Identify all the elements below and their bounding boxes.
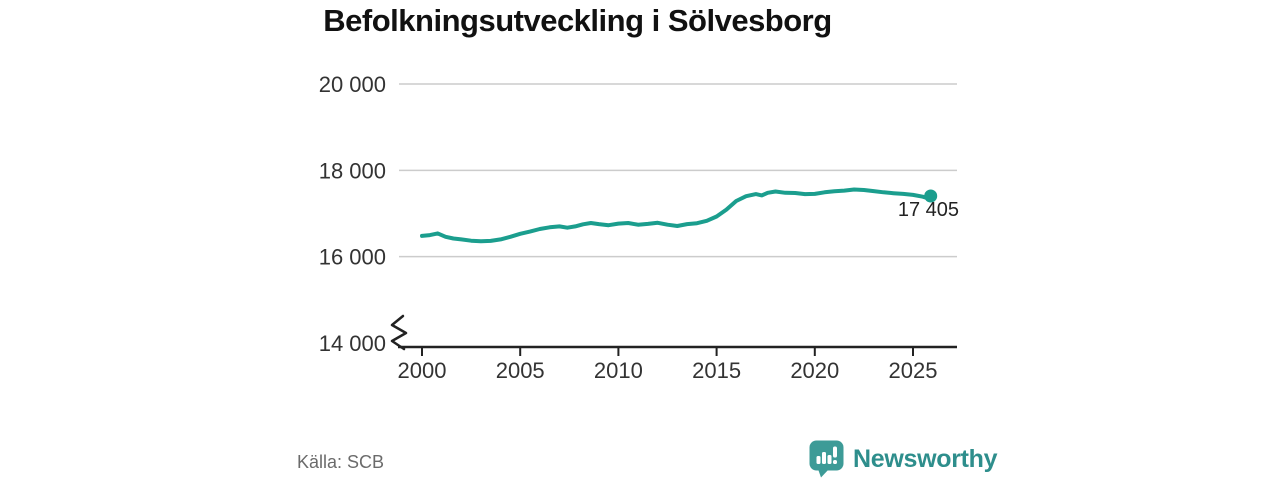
x-axis-label: 2020 [790,358,839,383]
x-axis-label: 2010 [594,358,643,383]
source-caption: Källa: SCB [297,452,385,472]
x-axis-label: 2025 [889,358,938,383]
y-axis-label: 14 000 [319,331,386,356]
logo-bar-2 [822,452,826,464]
y-axis-label: 16 000 [319,245,386,270]
y-axis-label: 18 000 [319,158,386,183]
population-line [420,187,933,244]
x-axis-label: 2005 [496,358,545,383]
logo-bar-3 [827,455,832,464]
y-axis-label: 20 000 [319,72,386,97]
logo-exclamation-bar [833,446,837,458]
end-value-label: 17 405 [898,199,959,221]
x-axis-label: 2000 [398,358,447,383]
end-point-marker [924,189,938,203]
x-axis-label: 2015 [692,358,741,383]
newsworthy-logo-text: Newsworthy [853,444,998,473]
logo-exclamation-dot [833,460,837,464]
axis-break-icon [390,314,408,351]
logo-bar-1 [816,456,821,464]
chart-title: Befolkningsutveckling i Sölvesborg [323,3,832,38]
logo-bubble-tail [818,469,829,478]
newsworthy-logo: Newsworthy [809,440,998,478]
newsworthy-logo-icon [809,440,844,478]
logo-bubble-shape [809,440,844,471]
